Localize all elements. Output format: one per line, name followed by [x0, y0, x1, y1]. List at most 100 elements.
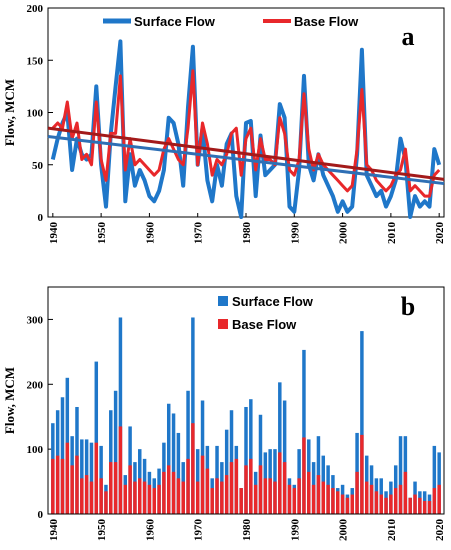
- base-flow-bar: [147, 484, 152, 514]
- base-flow-bar: [186, 458, 190, 514]
- base-flow-bar: [336, 491, 340, 514]
- base-flow-bar: [379, 494, 383, 514]
- base-flow-bar: [307, 471, 311, 514]
- x-tick-label: 1950: [96, 222, 108, 245]
- surface-flow-bar: [186, 390, 190, 514]
- base-flow-bar: [331, 488, 335, 514]
- x-tick-label: 2020: [434, 519, 446, 542]
- base-flow-bar: [109, 462, 113, 514]
- base-flow-bar: [384, 497, 388, 514]
- base-flow-bar: [200, 455, 205, 514]
- base-flow-bar: [215, 478, 219, 514]
- base-flow-bar: [123, 484, 128, 514]
- base-flow-bar: [55, 455, 60, 514]
- surface-flow-bar: [316, 436, 321, 514]
- legend-swatch-surface-flow: [218, 296, 228, 306]
- base-flow-bar: [253, 484, 258, 514]
- surface-flow-bar: [258, 414, 263, 514]
- base-flow-bar: [60, 458, 65, 514]
- x-tick-label: 1940: [48, 519, 60, 542]
- base-flow-line: [51, 69, 441, 198]
- base-flow-bar: [176, 478, 181, 514]
- base-flow-bar: [355, 471, 359, 514]
- base-flow-bar: [268, 478, 272, 514]
- base-flow-bar: [220, 481, 224, 514]
- base-flow-bar: [133, 481, 137, 514]
- base-flow-bar: [369, 484, 374, 514]
- y-tick-label: 100: [27, 108, 44, 120]
- base-flow-bar: [229, 462, 234, 514]
- base-flow-bar: [422, 501, 427, 514]
- panel-b-bar-chart: 0 100 200 300 1940 1950 1960 1970 1980 1990 2000 20…: [2, 286, 446, 542]
- base-flow-bar: [273, 481, 277, 514]
- surface-flow-bar: [113, 390, 118, 514]
- surface-flow-bar: [437, 452, 441, 514]
- base-flow-bar: [389, 494, 393, 514]
- base-flow-bar: [224, 475, 229, 514]
- surface-flow-bar: [278, 382, 282, 514]
- surface-flow-bar: [224, 429, 229, 514]
- surface-flow-line: [50, 39, 442, 219]
- x-tick-label: 2020: [434, 222, 446, 245]
- base-flow-bar: [374, 491, 379, 514]
- base-flow-bar: [302, 437, 306, 514]
- base-flow-bar: [427, 501, 432, 514]
- base-flow-bar: [104, 491, 108, 514]
- x-tick-label: 1950: [96, 519, 108, 542]
- base-flow-bar: [51, 458, 55, 514]
- base-flow-bar: [326, 484, 330, 514]
- surface-flow-bar: [244, 406, 248, 514]
- x-tick-label: 1980: [241, 222, 253, 245]
- y-tick-label: 200: [27, 3, 44, 15]
- surface-flow-bar: [360, 331, 364, 514]
- base-flow-bar: [128, 465, 132, 514]
- base-flow-bar: [311, 484, 316, 514]
- base-flow-bar: [205, 468, 210, 514]
- base-flow-bar: [239, 488, 243, 514]
- base-flow-bar: [282, 462, 287, 514]
- plot-frame-top: [47, 286, 445, 515]
- y-axis-label: Flow, MCM: [2, 79, 17, 146]
- x-tick-label: 1940: [48, 222, 60, 245]
- surface-flow-bar: [282, 400, 287, 514]
- base-flow-bar: [432, 488, 437, 514]
- base-flow-bar: [94, 442, 99, 514]
- base-flow-bar: [80, 478, 84, 514]
- base-flow-bar: [234, 458, 239, 514]
- surface-flow-bar: [249, 399, 253, 514]
- base-flow-bar: [244, 465, 248, 514]
- base-flow-bar: [191, 423, 195, 514]
- base-flow-bar: [258, 465, 263, 514]
- surface-flow-bar: [166, 403, 171, 514]
- base-flow-bar: [171, 471, 176, 514]
- base-flow-bar: [413, 494, 417, 514]
- base-flow-bar: [350, 494, 354, 514]
- base-flow-bar: [162, 471, 166, 514]
- base-flow-trend-line: [47, 126, 445, 181]
- base-flow-bar: [360, 434, 364, 514]
- panel-a-line-chart: 0 50 100 150 200 1940 1950 1960 1970 1980 1990 2000…: [2, 3, 446, 244]
- base-flow-bar: [157, 484, 161, 514]
- base-flow-bar: [84, 475, 89, 514]
- x-tick-label: 2000: [338, 222, 350, 245]
- surface-flow-bar: [432, 445, 437, 514]
- base-flow-bar: [118, 426, 123, 514]
- legend-label-base-flow: Base Flow: [294, 14, 359, 29]
- base-flow-bar: [297, 478, 301, 514]
- x-tick-label: 2010: [386, 222, 398, 245]
- base-flow-bar: [249, 458, 253, 514]
- panel-letter: b: [401, 292, 415, 321]
- base-flow-bar: [89, 481, 94, 514]
- surface-flow-bar: [302, 349, 306, 514]
- base-flow-bar: [292, 488, 297, 514]
- base-flow-bar: [181, 481, 185, 514]
- base-flow-bar: [340, 494, 345, 514]
- legend-label-surface-flow: Surface Flow: [232, 294, 314, 309]
- base-flow-bar: [142, 481, 147, 514]
- base-flow-bar: [210, 488, 214, 514]
- base-flow-bar: [195, 481, 200, 514]
- base-flow-bar: [113, 462, 118, 514]
- x-tick-label: 1960: [144, 222, 156, 245]
- surface-flow-bar: [60, 397, 65, 514]
